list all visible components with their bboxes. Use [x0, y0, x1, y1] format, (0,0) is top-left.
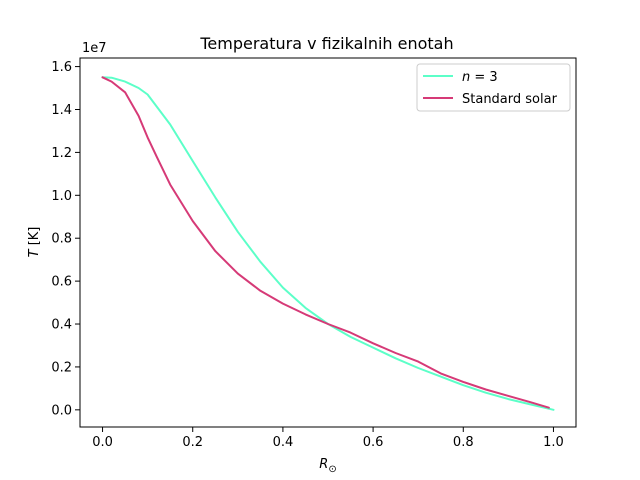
x-tick-label: 0.4 — [273, 435, 294, 450]
y-offset-label: 1e7 — [82, 41, 107, 56]
y-tick-label: 1.6 — [51, 60, 72, 75]
plot-frame — [79, 57, 577, 428]
x-axis: 0.0 0.2 0.4 0.6 0.8 1.0 — [92, 427, 564, 450]
y-tick-label: 1.0 — [51, 189, 72, 204]
x-axis-label: R⊙ — [319, 457, 336, 475]
x-tick-label: 0.8 — [453, 435, 474, 450]
y-tick-label: 0.2 — [51, 360, 72, 375]
y-axis: 0.0 0.2 0.4 0.6 0.8 1.0 1.2 1.4 1.6 — [51, 60, 80, 418]
y-tick-label: 1.4 — [51, 103, 72, 118]
y-tick-label: 0.6 — [51, 275, 72, 290]
series-line-0 — [101, 76, 555, 411]
y-label-t: T — [27, 248, 42, 257]
y-axis-label: T [K] — [27, 227, 42, 258]
x-label-r: R — [319, 457, 328, 472]
plot-lines — [101, 76, 555, 411]
chart-title: Temperatura v fizikalnih enotah — [199, 34, 453, 53]
y-label-unit: [K] — [27, 227, 42, 250]
series-line-1 — [101, 76, 550, 409]
x-tick-label: 0.2 — [182, 435, 203, 450]
x-tick-label: 0.0 — [92, 435, 113, 450]
y-tick-label: 0.4 — [51, 318, 72, 333]
legend-label-standard-solar: Standard solar — [462, 92, 558, 107]
legend-box — [416, 63, 571, 112]
y-tick-label: 0.0 — [51, 403, 72, 418]
x-tick-label: 0.6 — [363, 435, 384, 450]
legend-label-n3: n = 3 — [462, 70, 498, 85]
legend-n-symbol: n — [462, 70, 470, 85]
y-tick-label: 0.8 — [51, 232, 72, 247]
x-tick-label: 1.0 — [543, 435, 564, 450]
x-label-subscript: ⊙ — [328, 464, 336, 475]
legend-equals-3: = 3 — [470, 70, 497, 85]
y-tick-label: 1.2 — [51, 146, 72, 161]
legend: n = 3 Standard solar — [416, 63, 571, 112]
